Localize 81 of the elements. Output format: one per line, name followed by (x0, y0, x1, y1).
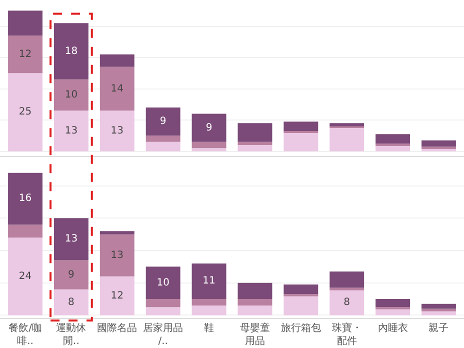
bar (146, 136, 180, 142)
data-label: 13 (64, 234, 78, 245)
bar (192, 299, 226, 306)
bar (284, 296, 318, 316)
x-tick-label: 旅行箱包 (280, 322, 321, 334)
bar (146, 266, 180, 300)
data-label: 18 (64, 46, 78, 57)
bar (376, 308, 410, 316)
bar (8, 238, 42, 316)
data-label: 12 (18, 48, 32, 60)
x-tick-label: 居家用品/.. (143, 322, 184, 347)
bar (54, 110, 88, 152)
data-label: 10 (64, 90, 78, 101)
bar (54, 79, 88, 111)
bar (238, 282, 272, 300)
bar (146, 307, 180, 316)
bar (100, 234, 134, 276)
bar (284, 122, 318, 131)
data-label: 25 (18, 106, 32, 118)
bar (330, 128, 364, 152)
bar (330, 288, 364, 290)
x-tick-label: 珠寶・配件 (332, 322, 362, 347)
bar (238, 306, 272, 316)
bar (238, 123, 272, 142)
bar (54, 260, 88, 290)
bar (422, 140, 456, 147)
data-label: 8 (344, 296, 350, 308)
data-label: 9 (160, 116, 166, 128)
bar (376, 299, 410, 308)
bar (146, 142, 180, 152)
x-tick-label: 運動休閒.. (56, 322, 86, 347)
bar (330, 289, 364, 316)
data-label: 13 (110, 125, 124, 136)
bar (422, 304, 456, 309)
bar (100, 54, 134, 67)
bar (54, 289, 88, 316)
bar (330, 272, 364, 288)
bar (100, 110, 134, 152)
x-tick-label: 母嬰童用品 (240, 322, 270, 347)
bar (238, 142, 272, 146)
bar (192, 306, 226, 316)
bar (146, 108, 180, 136)
bar (8, 36, 42, 74)
data-label: 12 (110, 290, 124, 302)
bar (8, 172, 42, 225)
data-label: 9 (68, 269, 74, 280)
bar (146, 299, 180, 308)
data-label: 13 (110, 250, 124, 261)
bar (192, 148, 226, 152)
data-label: 14 (110, 83, 124, 94)
x-tick-label: 鞋 (204, 322, 214, 334)
bar (100, 276, 134, 316)
bar (238, 299, 272, 306)
bar (8, 10, 42, 36)
bar (330, 123, 364, 126)
data-label: 9 (206, 122, 212, 134)
bar (376, 134, 410, 144)
data-label: 24 (18, 270, 32, 282)
x-tick-label: 親子 (428, 322, 449, 334)
bar (192, 263, 226, 300)
bar (284, 132, 318, 152)
bar (100, 66, 134, 111)
bar (8, 73, 42, 152)
bar (192, 114, 226, 142)
bar (284, 284, 318, 294)
bar (54, 23, 88, 80)
data-label: 8 (68, 296, 74, 308)
x-tick-label: 內睡衣 (378, 322, 408, 334)
bar (376, 143, 410, 146)
bar (422, 308, 456, 312)
data-label: 10 (156, 277, 170, 288)
bar (100, 231, 134, 234)
x-tick-label: 國際名品 (97, 322, 138, 334)
bar (238, 145, 272, 152)
bar (54, 218, 88, 260)
data-label: 13 (64, 125, 78, 136)
data-label: 11 (202, 276, 216, 287)
bar (8, 224, 42, 238)
bar (192, 142, 226, 148)
x-tick-label: 餐飲/咖啡.. (8, 322, 42, 347)
data-label: 16 (18, 193, 32, 204)
